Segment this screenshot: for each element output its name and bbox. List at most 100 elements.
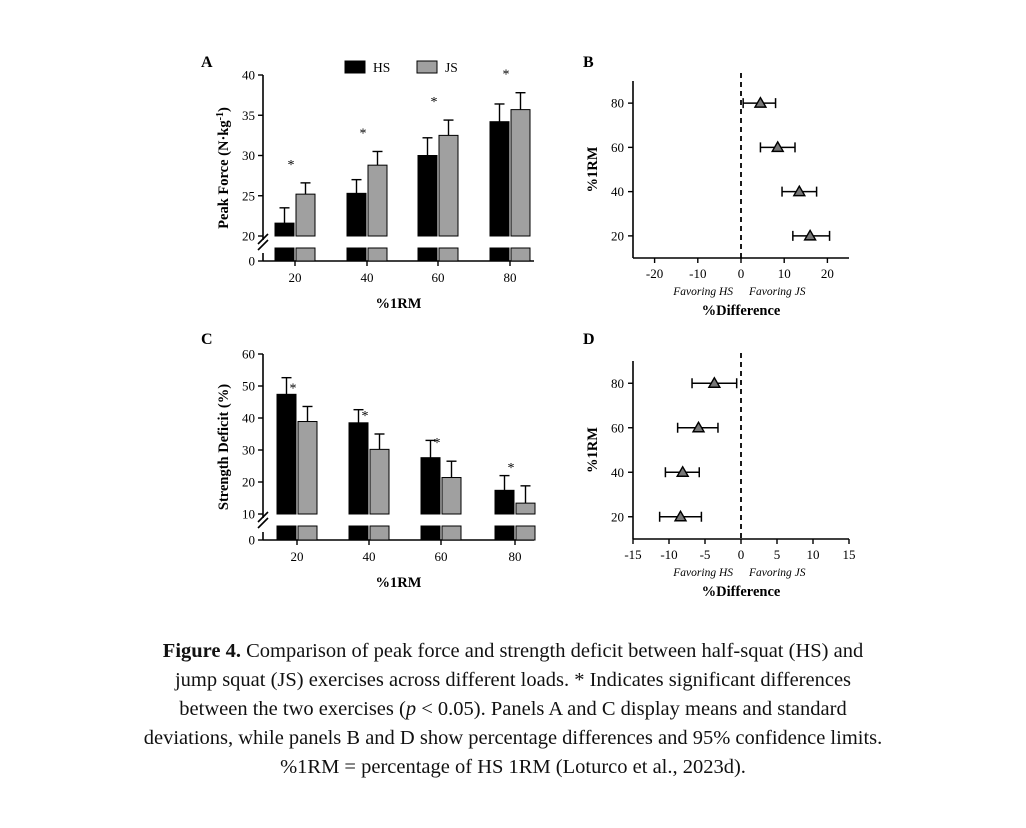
panel-letter-B: B	[583, 54, 594, 71]
y-tick-label: 10	[242, 507, 255, 522]
caption-p: p	[405, 698, 417, 720]
x-tick-label: 15	[843, 547, 856, 562]
y-tick-label: 80	[611, 376, 624, 391]
legend-swatch-JS	[416, 60, 438, 74]
axis-break-mark	[257, 511, 269, 523]
bar-JS-60	[441, 477, 462, 515]
bar-stub-HS-20	[274, 247, 295, 262]
y-tick-label: 20	[242, 229, 255, 244]
point-estimate-40	[675, 465, 690, 477]
x-tick-label: 5	[774, 547, 781, 562]
y-tick-label: 20	[611, 228, 624, 243]
y-tick-label: 50	[242, 379, 255, 394]
favoring-hs-label: Favoring HS	[672, 286, 733, 298]
bar-JS-40	[367, 164, 388, 237]
bar-stub-JS-80	[510, 247, 531, 262]
y-tick-label: 0	[249, 254, 256, 269]
figure-caption: Figure 4. Comparison of peak force and s…	[40, 637, 986, 782]
x-tick-label: 60	[432, 270, 445, 285]
panel-letter-D: D	[583, 331, 595, 348]
bar-JS-20	[297, 421, 318, 515]
favoring-js-label: Favoring JS	[748, 286, 806, 298]
bar-stub-HS-40	[346, 247, 367, 262]
bar-JS-80	[515, 502, 536, 515]
y-tick-label: 40	[611, 184, 624, 199]
bar-HS-80	[489, 121, 510, 237]
significance-star: *	[503, 68, 510, 83]
bar-HS-60	[417, 155, 438, 237]
caption-line-3a: between the two exercises (	[179, 698, 406, 720]
x-tick-label: 20	[289, 270, 302, 285]
y-axis-title: Peak Force (N·kg-1)	[215, 107, 233, 229]
significance-star: *	[434, 436, 441, 451]
bar-stub-HS-20	[276, 525, 297, 541]
panel-letter-C: C	[201, 331, 213, 348]
x-axis-title: %1RM	[376, 296, 422, 312]
y-tick-label: 60	[611, 420, 624, 435]
x-axis-title: %Difference	[702, 303, 781, 319]
x-axis-title: %1RM	[376, 575, 422, 591]
significance-star: *	[431, 95, 438, 110]
x-tick-label: -15	[624, 547, 641, 562]
bar-JS-20	[295, 193, 316, 237]
x-tick-label: 60	[435, 549, 448, 564]
y-tick-label: 40	[242, 68, 255, 83]
bar-stub-HS-80	[489, 247, 510, 262]
x-tick-label: 10	[807, 547, 820, 562]
y-tick-label: 20	[611, 509, 624, 524]
point-estimate-80	[707, 376, 722, 388]
x-tick-label: 10	[778, 266, 791, 281]
y-tick-label: 40	[611, 465, 624, 480]
bar-HS-80	[494, 489, 515, 515]
x-tick-label: 40	[363, 549, 376, 564]
bar-HS-20	[276, 393, 297, 515]
bar-HS-40	[346, 192, 367, 237]
caption-label: Figure 4.	[162, 640, 241, 662]
y-tick-label: 60	[242, 347, 255, 362]
legend-label-JS: JS	[445, 60, 458, 75]
point-estimate-20	[673, 509, 688, 522]
point-estimate-20	[803, 228, 817, 241]
figure-canvas: A 0 20 25 30 35 40 Peak Force (N·kg-1) 20 * 40 * 60 *…	[201, 54, 856, 600]
caption-line-4: deviations, while panels B and D show pe…	[143, 727, 883, 749]
y-tick-label: 25	[242, 188, 255, 203]
x-tick-label: 20	[291, 549, 304, 564]
y-tick-label: 20	[242, 475, 255, 490]
favoring-hs-label: Favoring HS	[672, 567, 733, 579]
significance-star: *	[288, 158, 295, 173]
x-tick-label: -10	[689, 266, 706, 281]
legend-swatch-HS	[344, 60, 366, 74]
bar-stub-HS-60	[420, 525, 441, 541]
y-axis-title: Strength Deficit (%)	[216, 384, 232, 510]
x-tick-label: -20	[646, 266, 663, 281]
bar-JS-80	[510, 109, 531, 237]
bar-stub-JS-60	[438, 247, 459, 262]
x-tick-label: 20	[821, 266, 834, 281]
significance-star: *	[362, 409, 369, 424]
significance-star: *	[360, 126, 367, 141]
bar-HS-40	[348, 422, 369, 515]
significance-star: *	[290, 381, 297, 396]
caption-line-2: jump squat (JS) exercises across differe…	[174, 669, 852, 691]
y-tick-label: 0	[249, 533, 256, 548]
axis-break-mark	[257, 233, 269, 245]
bar-stub-HS-80	[494, 525, 515, 541]
legend-label-HS: HS	[373, 60, 390, 75]
bar-HS-60	[420, 457, 441, 515]
y-tick-label: 40	[242, 411, 255, 426]
x-tick-label: 0	[738, 266, 745, 281]
axis-break-mark	[257, 239, 269, 251]
bar-HS-20	[274, 222, 295, 237]
bar-stub-HS-60	[417, 247, 438, 262]
y-tick-label: 35	[242, 108, 255, 123]
x-tick-label: 80	[504, 270, 517, 285]
bar-JS-60	[438, 134, 459, 237]
favoring-js-label: Favoring JS	[748, 567, 806, 579]
bar-stub-JS-80	[515, 525, 536, 541]
bar-stub-JS-40	[367, 247, 388, 262]
bar-stub-JS-60	[441, 525, 462, 541]
point-estimate-40	[792, 184, 807, 197]
point-estimate-60	[771, 140, 785, 153]
caption-line-1: Comparison of peak force and strength de…	[241, 640, 864, 662]
x-tick-label: 80	[509, 549, 522, 564]
